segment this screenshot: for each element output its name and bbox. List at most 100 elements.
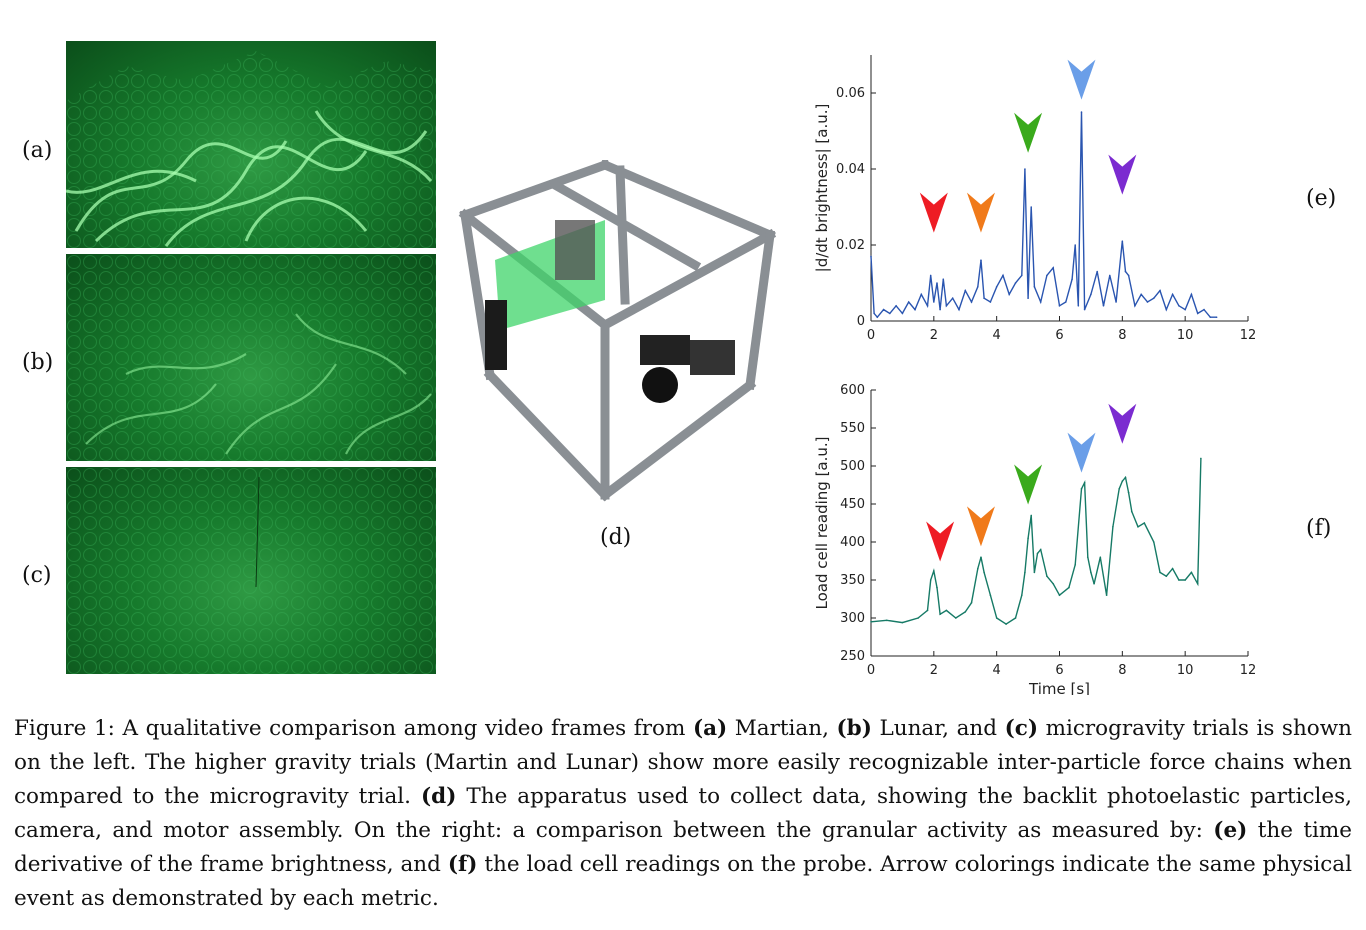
data-point <box>1039 301 1042 303</box>
data-point <box>917 617 919 619</box>
x-tick-label: 0 <box>867 663 875 678</box>
panel-label-d: (d) <box>600 525 632 550</box>
event-arrow <box>1014 112 1043 153</box>
data-point <box>1171 293 1174 296</box>
y-tick-label: 450 <box>840 497 865 512</box>
data-point <box>1121 480 1124 482</box>
data-point <box>1052 583 1055 585</box>
data-point <box>1215 316 1218 319</box>
apparatus-illustration <box>458 160 777 502</box>
data-point <box>1030 206 1033 208</box>
y-tick-label: 250 <box>840 649 865 664</box>
y-axis-title: |d/dt brightness| [a.u.] <box>813 104 831 273</box>
data-point <box>1083 481 1086 484</box>
event-arrow <box>1067 432 1096 473</box>
data-point <box>1002 274 1004 277</box>
data-point <box>951 297 954 300</box>
x-tick-label: 4 <box>993 663 1001 678</box>
data-point <box>936 586 938 589</box>
data-point <box>1102 305 1105 307</box>
y-tick-label: 350 <box>840 573 865 588</box>
data-point <box>1130 510 1133 513</box>
data-point <box>1024 168 1026 170</box>
event-arrow <box>919 192 948 233</box>
event-arrow <box>1067 59 1096 100</box>
data-point <box>1165 575 1168 577</box>
figure-caption: Figure 1: A qualitative comparison among… <box>14 716 1353 911</box>
data-point <box>895 305 897 307</box>
data-point <box>1033 286 1036 288</box>
data-point <box>1093 583 1095 585</box>
data-point <box>920 293 923 296</box>
data-point <box>1080 111 1083 113</box>
data-point <box>1021 594 1023 596</box>
data-point <box>970 301 973 303</box>
data-point <box>1021 274 1023 277</box>
x-tick-label: 10 <box>1177 328 1194 343</box>
data-point <box>1127 274 1130 277</box>
data-point <box>980 259 982 261</box>
microgravity-trial-photo <box>66 467 436 674</box>
data-point <box>1108 274 1111 277</box>
data-point <box>1112 526 1114 528</box>
data-point <box>1090 293 1092 296</box>
data-point <box>964 289 967 292</box>
data-point <box>1196 312 1199 315</box>
y-tick-label: 0.06 <box>836 86 865 101</box>
data-point <box>1086 556 1089 558</box>
data-point <box>926 609 929 612</box>
data-point <box>1005 623 1007 625</box>
data-point <box>870 621 872 623</box>
x-tick-label: 0 <box>867 328 875 343</box>
data-point <box>882 308 885 311</box>
data-point <box>1184 308 1186 311</box>
data-point <box>876 316 879 319</box>
data-point <box>1077 305 1080 307</box>
data-point <box>1064 301 1067 303</box>
data-point <box>1200 457 1202 460</box>
lunar-force-chains <box>66 254 436 461</box>
data-point <box>1152 297 1155 300</box>
panel-label-b: (b) <box>22 350 54 375</box>
data-point <box>1178 579 1180 581</box>
data-point <box>1008 293 1011 296</box>
panel-label-c: (c) <box>22 563 52 588</box>
data-point <box>1014 617 1017 619</box>
data-point <box>1209 316 1212 319</box>
data-point <box>1152 541 1155 543</box>
data-point <box>1058 305 1061 307</box>
data-point <box>977 286 979 288</box>
y-tick-label: 550 <box>840 421 865 436</box>
data-point <box>907 301 910 303</box>
data-point <box>926 305 929 307</box>
y-axis-title: Load cell reading [a.u.] <box>813 436 831 609</box>
x-tick-label: 2 <box>930 328 938 343</box>
x-tick-label: 8 <box>1118 328 1126 343</box>
load-cell-chart: 0 2 4 6 8 10 12 250 300 350 400 450 500 550 600 Load ce… <box>813 383 1256 695</box>
panel-label-e: (e) <box>1306 186 1337 211</box>
x-tick-label: 2 <box>930 663 938 678</box>
data-point <box>958 308 960 311</box>
data-point <box>1178 305 1180 307</box>
data-point <box>1046 274 1048 277</box>
panel-label-f: (f) <box>1306 516 1332 541</box>
data-point <box>1030 514 1033 517</box>
data-point <box>929 579 932 581</box>
data-point <box>1027 537 1029 539</box>
data-point <box>933 570 935 572</box>
data-point <box>983 571 985 574</box>
data-point <box>942 278 945 280</box>
data-point <box>1137 526 1139 528</box>
martian-trial-photo <box>66 41 436 248</box>
x-tick-label: 6 <box>1055 663 1063 678</box>
y-tick-label: 0 <box>857 314 865 329</box>
brightness-derivative-chart: 0 2 4 6 8 10 12 0 0.02 0.04 0.06 |d/dt brightness| … <box>813 55 1257 343</box>
x-tick-label: 12 <box>1240 328 1257 343</box>
data-point <box>945 609 948 612</box>
event-arrow <box>926 521 955 562</box>
y-tick-label: 600 <box>840 383 865 398</box>
event-arrow <box>1108 154 1137 195</box>
data-point <box>1127 491 1130 494</box>
data-point <box>1074 564 1077 566</box>
x-tick-label: 8 <box>1118 663 1126 678</box>
